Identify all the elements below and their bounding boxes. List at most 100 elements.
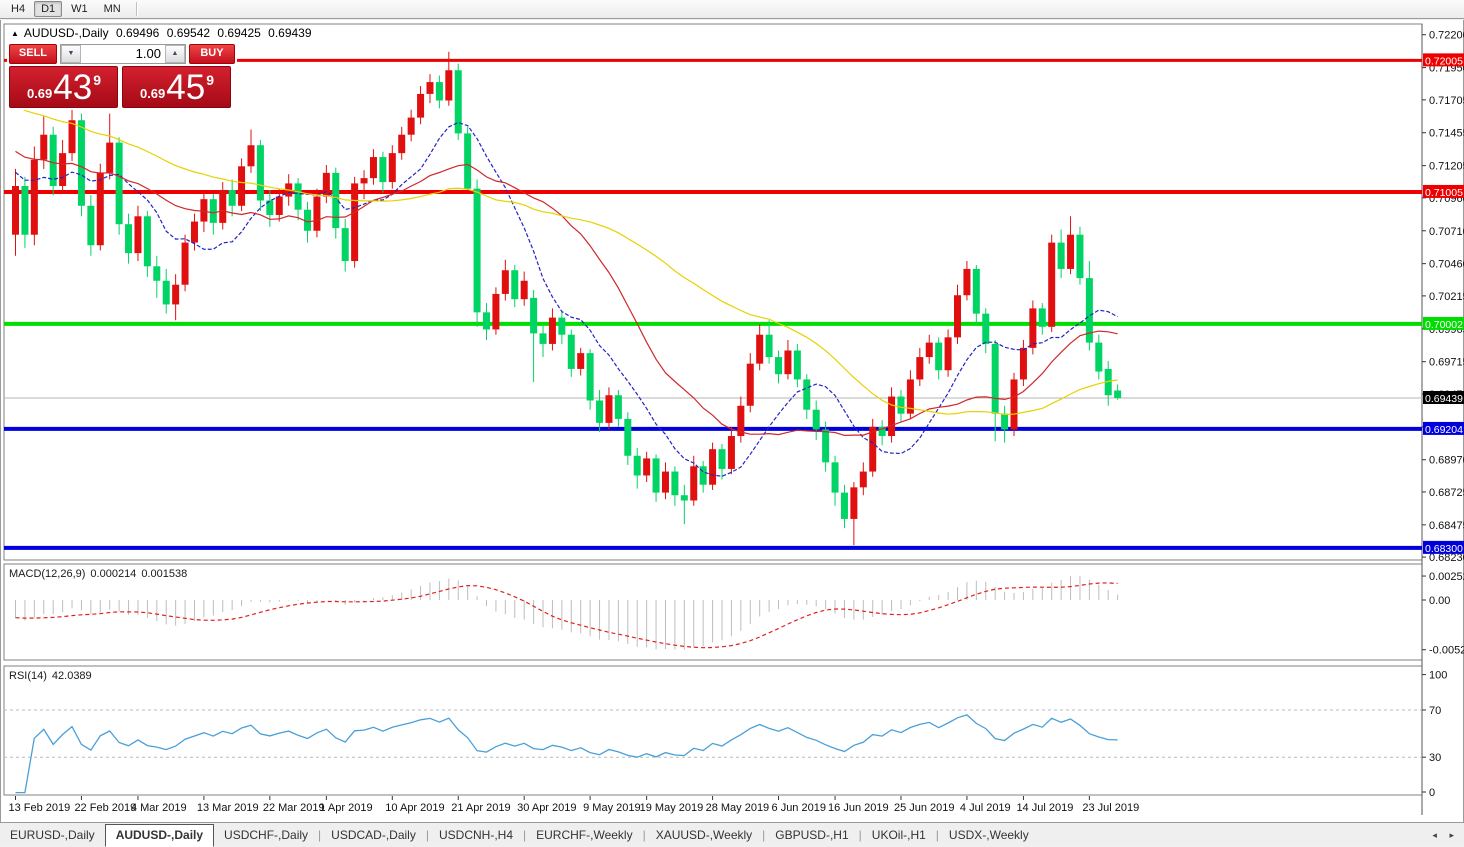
level-badge — [1423, 421, 1464, 435]
candle-body — [59, 153, 67, 187]
candle-body — [87, 205, 95, 246]
chart-tab-eurchf[interactable]: EURCHF-,Weekly — [536, 828, 633, 842]
candle-body — [511, 270, 519, 300]
date-label: 6 Jun 2019 — [772, 802, 826, 814]
chart-tab-ukoil[interactable]: UKOil-,H1 — [871, 828, 926, 842]
macd-label: MACD(12,26,9) 0.000214 0.001538 — [9, 568, 192, 580]
sell-price-prefix: 0.69 — [26, 86, 53, 101]
chart-tab-usdcnh[interactable]: USDCNH-,H4 — [438, 828, 513, 842]
candle-body — [219, 189, 227, 223]
date-label: 13 Feb 2019 — [9, 802, 71, 814]
candle-body — [765, 334, 773, 358]
macd-signal-line — [15, 582, 1118, 649]
timeframe-button-h4[interactable]: H4 — [11, 3, 26, 15]
candle-body — [492, 293, 500, 330]
candle-body — [49, 134, 57, 187]
chart-tab-gbpusd[interactable]: GBPUSD-,H1 — [775, 828, 849, 842]
tab-scroll-left-icon[interactable]: ◂ — [1432, 830, 1437, 840]
chart-tab-audusd[interactable]: AUDUSD-,Daily — [104, 824, 215, 847]
candle-body — [548, 317, 556, 344]
rsi-axis-label: 100 — [1429, 670, 1447, 682]
date-label: 23 Jul 2019 — [1082, 802, 1139, 814]
candle-body — [190, 221, 198, 243]
candle-body — [803, 379, 811, 410]
chart-tab-usdchf[interactable]: USDCHF-,Daily — [224, 828, 309, 842]
candle-body — [294, 183, 302, 210]
candle-body — [134, 216, 142, 254]
current-price-label: 0.69439 — [1425, 393, 1463, 405]
tab-scroll-right-icon[interactable]: ▸ — [1449, 830, 1454, 840]
macd-value-signal: 0.001538 — [141, 568, 188, 580]
price-tick-label: 0.69715 — [1429, 357, 1464, 369]
candle-body — [925, 342, 933, 358]
level-badge — [1423, 53, 1464, 67]
candle-body — [520, 280, 528, 300]
rsi-label: RSI(14) 42.0389 — [9, 670, 97, 682]
chart-tab-eurusd[interactable]: EURUSD-,Daily — [10, 828, 95, 842]
volume-increase-icon[interactable]: ▲ — [164, 44, 185, 63]
buy-price-sup: 9 — [206, 72, 215, 88]
rsi-axis-label: 0 — [1429, 787, 1435, 799]
macd-axis-label: -0.005234 — [1429, 645, 1464, 657]
candle-body — [756, 334, 764, 364]
candle-body — [1019, 347, 1027, 380]
chart-tab-usdcad[interactable]: USDCAD-,Daily — [331, 828, 416, 842]
date-label: 13 Mar 2019 — [197, 802, 259, 814]
price-tick-label: 0.71705 — [1429, 95, 1464, 107]
candle-body — [473, 188, 481, 313]
timeframe-button-mn[interactable]: MN — [103, 3, 121, 15]
buy-button[interactable]: BUY — [188, 43, 235, 64]
candle-body — [1001, 413, 1009, 430]
candle-body — [991, 343, 999, 414]
candle-body — [916, 357, 924, 380]
ma-line-21 — [15, 150, 1118, 437]
rsi-pane — [3, 665, 1423, 796]
sell-price-box[interactable]: 0.69 43 9 — [9, 66, 118, 108]
candle-body — [727, 436, 735, 469]
timeframe-button-w1[interactable]: W1 — [71, 3, 88, 15]
candle-body — [388, 153, 396, 183]
tab-separator: | — [425, 828, 429, 842]
candle-body — [1095, 342, 1103, 372]
date-label: 4 Jul 2019 — [960, 802, 1011, 814]
candle-body — [398, 134, 406, 154]
chart-title: ▲ AUDUSD-,Daily 0.69496 0.69542 0.69425 0… — [11, 26, 316, 40]
candle-body — [1029, 308, 1037, 348]
buy-price-box[interactable]: 0.69 45 9 — [122, 66, 231, 108]
date-label: 28 May 2019 — [706, 802, 770, 814]
candle-body — [869, 426, 877, 472]
candle-body — [228, 189, 236, 206]
candle-body — [407, 117, 415, 135]
candle-body — [106, 142, 114, 173]
volume-decrease-icon[interactable]: ▼ — [60, 44, 81, 63]
candle-body — [256, 145, 264, 201]
chart-tab-bar: EURUSD-,Daily AUDUSD-,Daily USDCHF-,Daily |… — [0, 822, 1464, 847]
timeframe-button-d1[interactable]: D1 — [34, 1, 63, 17]
chart-tab-xauusd[interactable]: XAUUSD-,Weekly — [655, 828, 753, 842]
candle-body — [1067, 234, 1075, 269]
ohlc-low: 0.69425 — [217, 26, 261, 40]
level-badge-label: 0.72005 — [1425, 55, 1463, 67]
candle-body — [313, 196, 321, 231]
candle-body — [162, 280, 170, 305]
chart-tab-usdx[interactable]: USDX-,Weekly — [948, 828, 1029, 842]
timeframe-toolbar: H4 D1 W1 MN — [0, 0, 1464, 19]
candle-body — [77, 120, 85, 206]
candle-body — [643, 458, 651, 476]
candle-body — [699, 466, 707, 485]
volume-input[interactable] — [80, 44, 165, 63]
date-label: 4 Mar 2019 — [131, 802, 187, 814]
buy-price-prefix: 0.69 — [139, 86, 166, 101]
candle-body — [586, 353, 594, 401]
candle-body — [661, 471, 669, 493]
date-label: 30 Apr 2019 — [517, 802, 576, 814]
candle-body — [445, 70, 453, 101]
candle-body — [360, 178, 368, 184]
tab-separator: | — [642, 828, 646, 842]
candle-body — [153, 266, 161, 281]
sell-button[interactable]: SELL — [9, 43, 57, 64]
level-badge-label: 0.68300 — [1425, 543, 1463, 555]
